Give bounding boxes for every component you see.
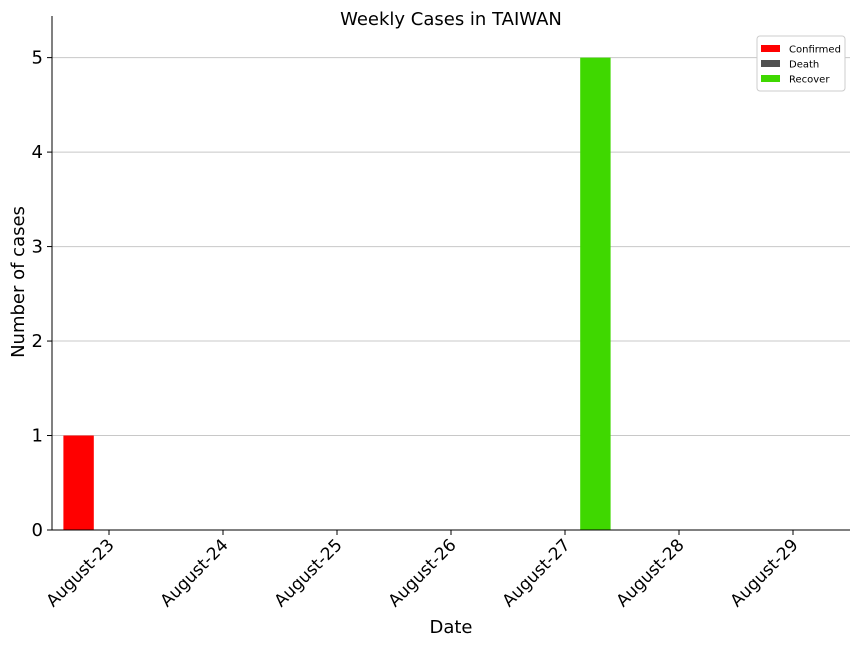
y-tick-label: 5 (32, 48, 43, 69)
bars (63, 57, 611, 530)
x-tick-label: August-29 (727, 535, 803, 611)
bar-confirmed-august-23 (63, 435, 94, 530)
y-tick-label: 3 (32, 237, 43, 258)
x-tick-label: August-25 (271, 535, 347, 611)
x-tick-label: August-26 (385, 535, 461, 611)
x-tick-label: August-23 (43, 535, 119, 611)
legend-swatch (761, 60, 780, 67)
y-tick-label: 4 (32, 142, 43, 163)
y-tick-label: 1 (32, 426, 43, 447)
bar-recover-august-27 (580, 57, 611, 530)
y-axis-label: Number of cases (8, 206, 29, 358)
chart-title: Weekly Cases in TAIWAN (340, 9, 562, 30)
legend-swatch (761, 75, 780, 82)
legend: Confirmed Death Recover (756, 35, 846, 92)
x-axis-label: Date (429, 617, 472, 638)
x-tick-label: August-28 (613, 535, 689, 611)
legend-label: Death (789, 60, 819, 71)
y-tick-label: 2 (32, 331, 43, 352)
legend-swatch (761, 45, 780, 52)
tick-labels: 0 1 2 3 4 5 August-23 August-24 August-25 August-… (32, 48, 803, 612)
x-tick-label: August-24 (157, 535, 233, 611)
x-tick-label: August-27 (499, 535, 575, 611)
legend-label: Recover (789, 75, 830, 86)
y-tick-label: 0 (32, 520, 43, 541)
gridlines (52, 57, 850, 437)
axes (51, 16, 850, 531)
legend-label: Confirmed (789, 45, 841, 56)
